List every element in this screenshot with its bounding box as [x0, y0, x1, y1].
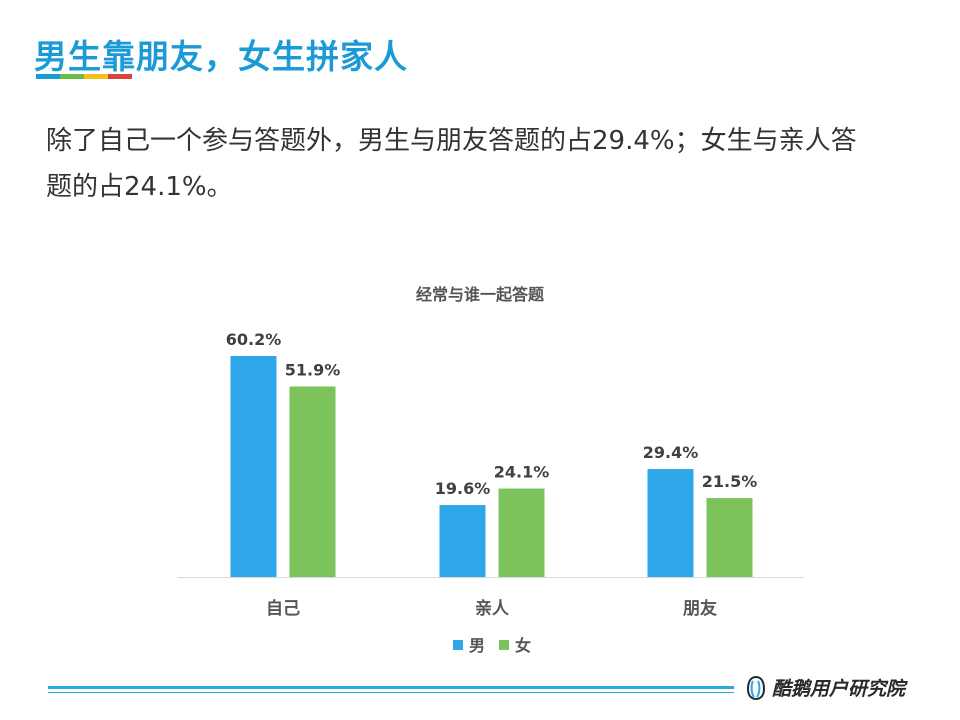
bar-female-2	[706, 498, 753, 577]
chart-title: 经常与谁一起答题	[415, 285, 544, 304]
footer-brand: 酷鹅用户研究院	[772, 678, 906, 700]
title-bar-segment-red	[108, 74, 132, 79]
data-label: 19.6%	[435, 479, 491, 498]
legend-label: 女	[515, 636, 531, 655]
data-label: 21.5%	[702, 472, 758, 491]
title-bar-segment-blue	[36, 74, 60, 79]
data-label: 51.9%	[285, 360, 341, 379]
data-label: 29.4%	[643, 443, 699, 462]
summary-text: 除了自己一个参与答题外，男生与朋友答题的占29.4%；女生与亲人答题的占24.1…	[46, 126, 857, 202]
title-underline-bar	[36, 74, 132, 79]
bar-male-0	[230, 356, 277, 577]
bar-female-0	[289, 386, 336, 577]
bar-male-1	[439, 505, 486, 577]
footer-logo: 酷鹅用户研究院	[744, 674, 905, 701]
category-label: 朋友	[683, 598, 717, 619]
data-label: 60.2%	[226, 330, 282, 349]
bar-male-2	[647, 469, 694, 577]
penguin-logo-icon	[746, 675, 766, 700]
footer-line	[48, 686, 734, 689]
legend-label: 男	[469, 636, 485, 655]
bar-female-1	[498, 488, 545, 577]
category-label: 自己	[266, 598, 300, 619]
legend-swatch-0	[453, 640, 463, 650]
data-label: 24.1%	[494, 463, 550, 482]
title-bar-segment-green	[60, 74, 84, 79]
title-bar-segment-yellow	[84, 74, 108, 79]
slide-title: 男生靠朋友，女生拼家人	[34, 37, 408, 76]
legend-swatch-1	[499, 640, 509, 650]
category-label: 亲人	[475, 598, 510, 619]
footer-line-thin	[48, 692, 734, 693]
